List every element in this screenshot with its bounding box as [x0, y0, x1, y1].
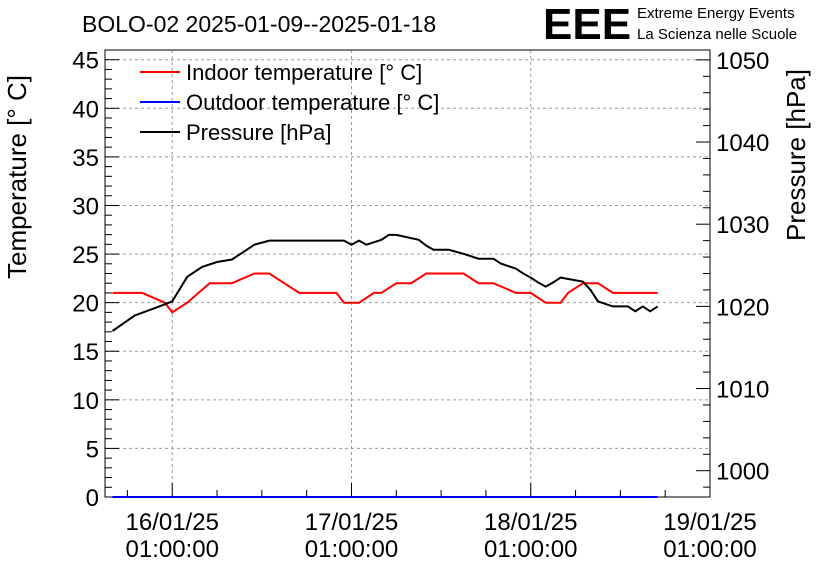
grid-lines: [105, 50, 710, 497]
right-tick-label: 1020: [716, 294, 769, 321]
series-lines: [111, 233, 659, 498]
legend-label: Indoor temperature [° C]: [186, 60, 422, 85]
right-tick-label: 1030: [716, 212, 769, 239]
left-axis-label: Temperature [° C]: [2, 75, 32, 279]
x-tick-label-date: 16/01/25: [126, 509, 219, 536]
eee-logo-line1: Extreme Energy Events: [637, 5, 795, 22]
right-tick-label: 1040: [716, 130, 769, 157]
eee-logo-line2: La Scienza nelle Scuole: [637, 26, 797, 43]
right-tick-label: 1000: [716, 459, 769, 486]
left-tick-label: 5: [86, 436, 99, 463]
right-axis-label: Pressure [hPa]: [781, 69, 811, 241]
left-tick-label: 35: [72, 145, 99, 172]
x-tick-label-date: 17/01/25: [305, 509, 398, 536]
eee-logo-mark: EEE: [543, 0, 631, 49]
x-axis: 16/01/2501:00:0017/01/2501:00:0018/01/25…: [126, 483, 757, 563]
left-tick-label: 45: [72, 48, 99, 75]
x-tick-label-time: 01:00:00: [663, 536, 756, 563]
left-tick-label: 0: [86, 485, 99, 512]
left-tick-label: 15: [72, 339, 99, 366]
legend-label: Outdoor temperature [° C]: [186, 90, 439, 115]
legend-label: Pressure [hPa]: [186, 120, 332, 145]
legend: Indoor temperature [° C] Outdoor temperat…: [140, 60, 439, 145]
chart-title: BOLO-02 2025-01-09--2025-01-18: [82, 11, 436, 37]
left-tick-label: 25: [72, 242, 99, 269]
x-tick-label-time: 01:00:00: [126, 536, 219, 563]
left-tick-label: 30: [72, 193, 99, 220]
x-tick-label-time: 01:00:00: [484, 536, 577, 563]
right-tick-label: 1050: [716, 48, 769, 75]
series-line-indoor: [112, 272, 658, 314]
left-y-axis: 0 5 10 15 20 25 30 35 40 45: [72, 48, 119, 512]
left-tick-label: 40: [72, 96, 99, 123]
x-tick-label-date: 19/01/25: [663, 509, 756, 536]
left-tick-label: 20: [72, 291, 99, 318]
x-tick-label-date: 18/01/25: [484, 509, 577, 536]
left-tick-label: 10: [72, 388, 99, 415]
right-tick-label: 1010: [716, 377, 769, 404]
right-y-axis: 1000 1010 1020 1030 1040 1050: [696, 48, 769, 488]
eee-logo: EEE Extreme Energy Events La Scienza nel…: [543, 0, 797, 49]
x-tick-label-time: 01:00:00: [305, 536, 398, 563]
